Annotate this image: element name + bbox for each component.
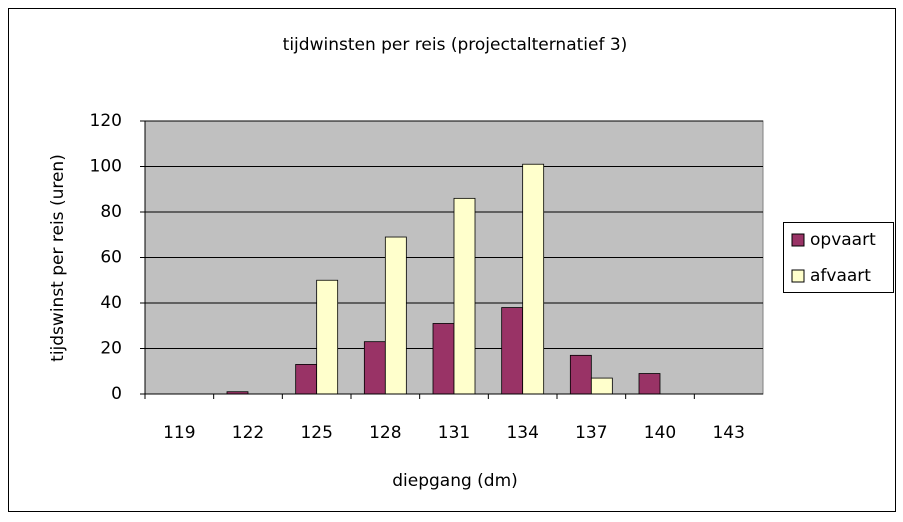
x-tick-label: 119 [163, 423, 195, 443]
y-tick-label: 120 [90, 111, 122, 131]
x-tick-label: 128 [369, 423, 401, 443]
bar [384, 236, 407, 395]
bar [453, 197, 476, 395]
x-tick-label: 125 [300, 423, 332, 443]
bar [638, 373, 661, 395]
x-tick-label: 137 [575, 423, 607, 443]
bar [432, 323, 455, 395]
legend-swatch [791, 269, 805, 283]
x-tick-label: 134 [506, 423, 538, 443]
chart-title: tijdwinsten per reis (projectalternatief… [283, 35, 628, 55]
x-axis-label: diepgang (dm) [392, 471, 518, 491]
y-tick-label: 0 [111, 384, 122, 404]
x-tick-label: 140 [644, 423, 676, 443]
bar [363, 341, 386, 395]
legend-label: opvaart [810, 230, 876, 250]
bar [295, 364, 318, 395]
bar [522, 163, 545, 395]
x-tick-label: 143 [712, 423, 744, 443]
y-tick-label: 40 [100, 293, 122, 313]
legend-swatch [791, 233, 805, 247]
x-tick-label: 122 [232, 423, 264, 443]
y-axis-label: tijdswinst per reis (uren) [48, 154, 68, 362]
bar [590, 377, 613, 395]
legend-label: afvaart [810, 266, 871, 286]
y-tick-label: 100 [90, 157, 122, 177]
y-tick-label: 80 [100, 202, 122, 222]
y-tick-label: 60 [100, 248, 122, 268]
bar [569, 354, 592, 395]
bar [501, 307, 524, 395]
x-tick-label: 131 [438, 423, 470, 443]
bar [316, 279, 339, 395]
y-tick-label: 20 [100, 339, 122, 359]
